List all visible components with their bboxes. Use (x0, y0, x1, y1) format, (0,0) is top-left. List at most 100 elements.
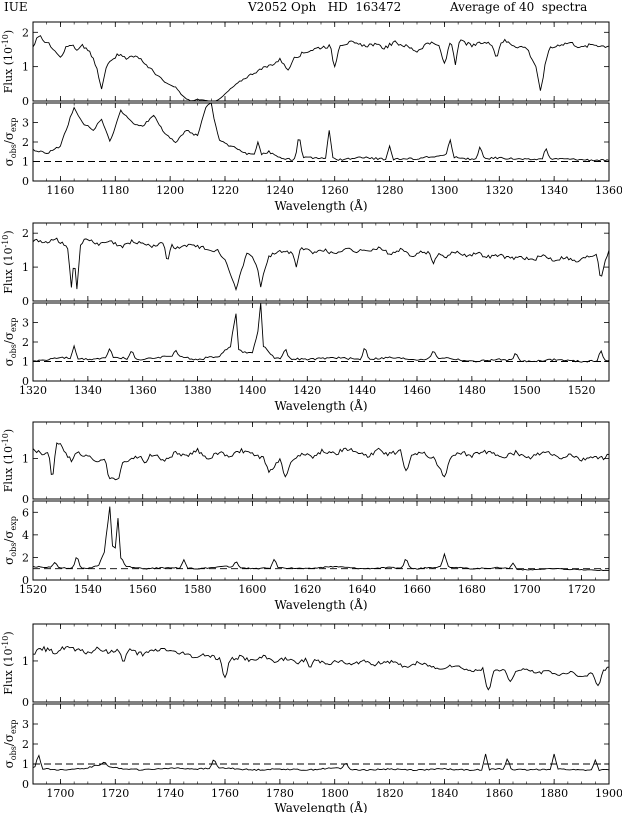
x-tick-label: 1640 (348, 583, 376, 596)
x-axis-label: Wavelength (Å) (274, 398, 367, 413)
x-tick-label: 1360 (129, 384, 157, 397)
x-tick-label: 1520 (19, 583, 47, 596)
panel-3: 0 1 0 2 4 6 1520 1540 1560 1580 1600 1620 1640 1660 16… (1, 421, 610, 612)
ratio-series-line (32, 753, 610, 772)
x-tick-label: 1560 (129, 583, 157, 596)
x-tick-label: 1300 (430, 184, 458, 197)
ratio-series-line (32, 506, 609, 572)
header-average: Average of 40 spectra (449, 0, 587, 14)
x-tick-label: 1620 (293, 583, 321, 596)
x-tick-label: 1840 (430, 787, 458, 800)
ratio-axes-ytick-label: 0 (22, 375, 29, 388)
ratio-axes-ytick-label: 0 (22, 778, 29, 791)
flux-axes-ytick-label: 0 (22, 295, 29, 308)
x-tick-label: 1520 (568, 384, 596, 397)
flux-series-line (32, 237, 610, 292)
ratio-axes-frame (32, 302, 610, 382)
ratio-series-line (32, 102, 610, 162)
ratio-axes-ytick-label: 1 (22, 758, 29, 771)
x-axis-label: Wavelength (Å) (274, 198, 367, 213)
ratio-axes-ytick-label: 0 (22, 574, 29, 587)
ratio-axes-ytick-label: 3 (22, 317, 29, 330)
flux-axis-label: Flux (10-10) (1, 429, 15, 492)
ratio-axes-ytick-label: 2 (22, 336, 29, 349)
flux-axes-frame (32, 421, 610, 500)
ratio-axes-ytick-label: 2 (22, 551, 29, 564)
x-tick-label: 1740 (156, 787, 184, 800)
ratio-axis-label: σobs/σexp (2, 318, 18, 367)
flux-axes-ytick-label: 1 (22, 61, 29, 74)
ratio-axes-ytick-label: 0 (22, 175, 29, 188)
flux-axes-ytick-label: 2 (22, 26, 29, 39)
x-tick-label: 1220 (211, 184, 239, 197)
ratio-axes-frame (32, 703, 610, 785)
x-tick-label: 1260 (321, 184, 349, 197)
x-tick-label: 1480 (458, 384, 486, 397)
flux-axes-ytick-label: 1 (22, 452, 29, 465)
x-tick-label: 1720 (101, 787, 129, 800)
ratio-axes-ytick-label: 2 (22, 136, 29, 149)
flux-axes-ytick-label: 0 (22, 95, 29, 108)
flux-axis-label: Flux (10-10) (1, 30, 15, 93)
x-tick-label: 1200 (156, 184, 184, 197)
x-tick-label: 1600 (238, 583, 266, 596)
flux-axes-ytick-label: 1 (22, 261, 29, 274)
ratio-axes-ytick-label: 3 (22, 718, 29, 731)
flux-axes-ytick-label: 0 (22, 696, 29, 709)
flux-series-line (32, 645, 610, 691)
x-tick-label: 1320 (19, 384, 47, 397)
x-tick-label: 1720 (568, 583, 596, 596)
header-instrument: IUE (4, 0, 28, 14)
panel-4: 0 1 0 1 2 3 1700 1720 1740 1760 1780 1800 1820 1840 18… (1, 623, 622, 813)
x-tick-label: 1660 (403, 583, 431, 596)
ratio-series-line (32, 302, 610, 363)
ratio-axis-label: σobs/σexp (2, 720, 18, 769)
x-tick-label: 1380 (184, 384, 212, 397)
x-tick-label: 1360 (595, 184, 622, 197)
x-tick-label: 1340 (540, 184, 568, 197)
ratio-axes-ytick-label: 2 (22, 738, 29, 751)
ratio-axes-ytick-label: 1 (22, 156, 29, 169)
x-tick-label: 1880 (540, 787, 568, 800)
x-tick-label: 1580 (184, 583, 212, 596)
ratio-axis-label: σobs/σexp (2, 118, 18, 167)
x-tick-label: 1800 (321, 787, 349, 800)
x-tick-label: 1160 (46, 184, 74, 197)
header-star: V2052 Oph HD 163472 (247, 0, 401, 14)
x-axis-label: Wavelength (Å) (274, 597, 367, 612)
x-tick-label: 1440 (348, 384, 376, 397)
flux-axis-label: Flux (10-10) (1, 631, 15, 694)
x-tick-label: 1820 (376, 787, 404, 800)
flux-axes-frame (32, 623, 610, 703)
x-tick-label: 1460 (403, 384, 431, 397)
x-tick-label: 1540 (74, 583, 102, 596)
flux-axis-label: Flux (10-10) (1, 230, 15, 293)
flux-axes-ytick-label: 1 (22, 655, 29, 668)
flux-series-line (32, 442, 610, 481)
flux-axes-frame (32, 222, 610, 302)
ratio-axes-ytick-label: 1 (22, 356, 29, 369)
x-axis-label: Wavelength (Å) (274, 800, 367, 813)
x-tick-label: 1240 (266, 184, 294, 197)
panel-2: 0 1 2 0 1 2 3 1320 1340 1360 1380 1400 1420 1440 1460 1… (1, 222, 610, 413)
x-tick-label: 1280 (376, 184, 404, 197)
flux-axes-frame (32, 21, 610, 102)
flux-series-line (32, 35, 610, 102)
ratio-axis-label: σobs/σexp (2, 516, 18, 565)
panel-1: 0 1 2 0 1 2 3 1160 1180 1200 1220 1240 1260 1280 1300 1… (1, 21, 622, 213)
ratio-axes-ytick-label: 4 (22, 529, 29, 542)
x-tick-label: 1420 (293, 384, 321, 397)
ratio-axes-ytick-label: 3 (22, 117, 29, 130)
x-tick-label: 1180 (101, 184, 129, 197)
x-tick-label: 1860 (485, 787, 513, 800)
flux-axes-ytick-label: 2 (22, 227, 29, 240)
x-tick-label: 1760 (211, 787, 239, 800)
flux-axes-ytick-label: 0 (22, 493, 29, 506)
x-tick-label: 1700 (513, 583, 541, 596)
x-tick-label: 1700 (46, 787, 74, 800)
x-tick-label: 1340 (74, 384, 102, 397)
ratio-axes-ytick-label: 6 (22, 506, 29, 519)
x-tick-label: 1500 (513, 384, 541, 397)
